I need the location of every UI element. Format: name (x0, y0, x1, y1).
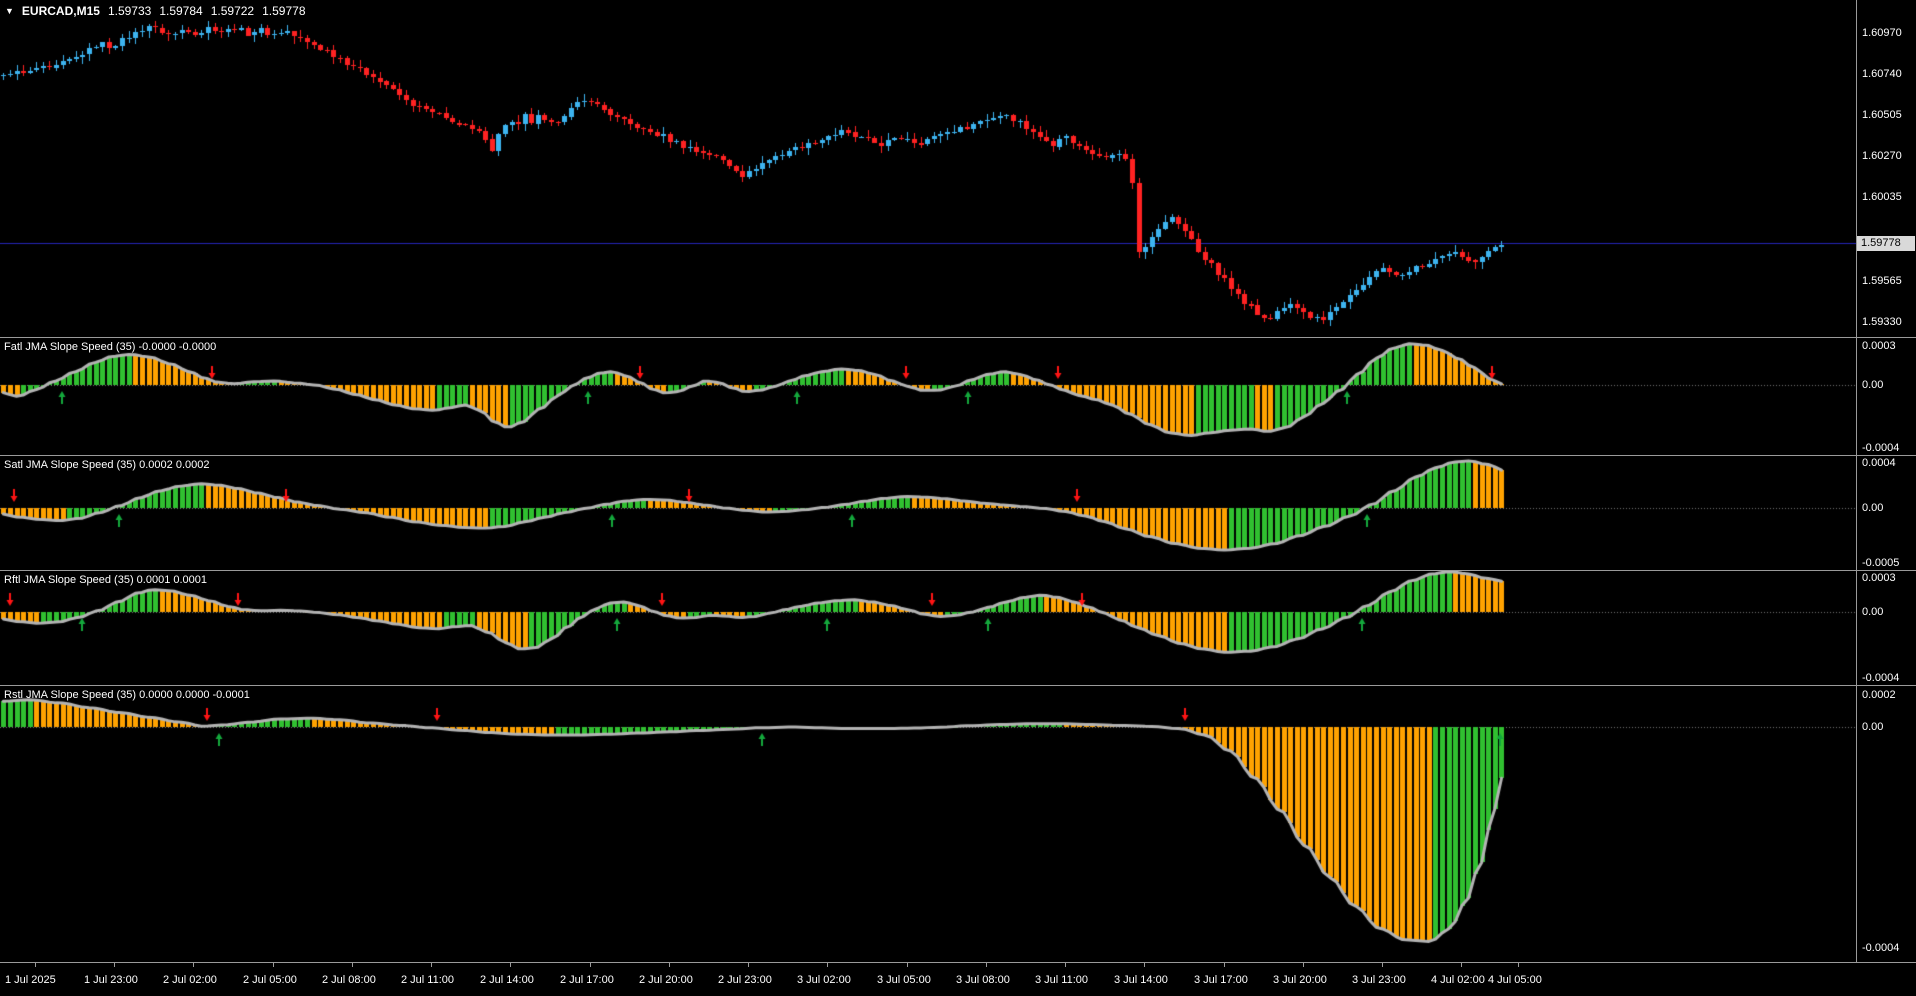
indicator-axis-label: -0.0005 (1862, 557, 1900, 569)
time-axis-label: 3 Jul 05:00 (877, 974, 931, 986)
time-axis-label: 3 Jul 08:00 (956, 974, 1010, 986)
price-axis-label: 1.60270 (1862, 150, 1902, 162)
time-axis-label: 3 Jul 17:00 (1194, 974, 1248, 986)
indicator-axis-label: -0.0004 (1862, 672, 1900, 684)
indicator-pane-fatl-canvas[interactable] (0, 338, 1856, 454)
price-axis[interactable]: 1.59778 1.60970 1.60740 1.60505 1.60270 1.60… (1857, 0, 1916, 962)
indicator-pane-rstl-canvas[interactable] (0, 686, 1856, 961)
time-axis-tick (510, 963, 511, 967)
main-chart-canvas[interactable] (0, 0, 1856, 337)
time-axis-tick (431, 963, 432, 967)
time-axis-tick (986, 963, 987, 967)
time-axis-tick (1382, 963, 1383, 967)
time-axis[interactable]: 1 Jul 2025 1 Jul 23:00 2 Jul 02:00 2 Jul 05… (0, 963, 1916, 996)
axis-border (1856, 0, 1857, 962)
symbol-dropdown-icon[interactable]: ▼ (5, 6, 14, 16)
time-axis-label: 3 Jul 14:00 (1114, 974, 1168, 986)
time-axis-label: 1 Jul 23:00 (84, 974, 138, 986)
time-axis-tick (590, 963, 591, 967)
indicator-axis-label: 0.00 (1862, 502, 1884, 514)
time-axis-label: 2 Jul 14:00 (480, 974, 534, 986)
indicator-axis-label: 0.0004 (1862, 457, 1896, 469)
time-axis-label: 4 Jul 02:00 (1431, 974, 1485, 986)
time-axis-label: 2 Jul 17:00 (560, 974, 614, 986)
price-axis-label: 1.59330 (1862, 316, 1902, 328)
time-axis-label: 3 Jul 11:00 (1035, 974, 1089, 986)
pane-separator[interactable] (0, 685, 1916, 686)
indicator-label-rstl: Rstl JMA Slope Speed (35) 0.0000 0.0000 … (4, 689, 250, 701)
time-axis-label: 2 Jul 23:00 (718, 974, 772, 986)
indicator-axis-label: 0.00 (1862, 379, 1884, 391)
time-axis-tick (352, 963, 353, 967)
indicator-axis-label: -0.0004 (1862, 442, 1900, 454)
time-axis-tick (907, 963, 908, 967)
time-axis-tick (35, 963, 36, 967)
time-axis-label: 1 Jul 2025 (5, 974, 56, 986)
indicator-label-rftl: Rftl JMA Slope Speed (35) 0.0001 0.0001 (4, 574, 208, 586)
time-axis-tick (1065, 963, 1066, 967)
time-axis-tick (193, 963, 194, 967)
price-axis-label: 1.60035 (1862, 191, 1902, 203)
time-axis-label: 2 Jul 08:00 (322, 974, 376, 986)
time-axis-tick (273, 963, 274, 967)
indicator-label-fatl: Fatl JMA Slope Speed (35) -0.0000 -0.000… (4, 341, 217, 353)
bid-price-tag: 1.59778 (1857, 236, 1915, 251)
ohlc-open: 1.59733 (107, 4, 152, 18)
time-axis-tick (669, 963, 670, 967)
time-axis-label: 3 Jul 02:00 (797, 974, 851, 986)
indicator-pane-rftl-canvas[interactable] (0, 571, 1856, 684)
pane-separator[interactable] (0, 570, 1916, 571)
price-axis-label: 1.60505 (1862, 109, 1902, 121)
time-axis-tick (748, 963, 749, 967)
indicator-pane-satl-canvas[interactable] (0, 456, 1856, 569)
indicator-axis-label: 0.0003 (1862, 340, 1896, 352)
symbol-label: EURCAD,M15 (21, 4, 100, 18)
price-axis-label: 1.60970 (1862, 27, 1902, 39)
time-axis-tick (114, 963, 115, 967)
time-axis-tick (1224, 963, 1225, 967)
indicator-axis-label: -0.0004 (1862, 942, 1900, 954)
ohlc-close: 1.59778 (262, 4, 306, 18)
indicator-axis-label: 0.00 (1862, 606, 1884, 618)
time-axis-label: 2 Jul 20:00 (639, 974, 693, 986)
time-axis-tick (1144, 963, 1145, 967)
time-axis-label: 3 Jul 20:00 (1273, 974, 1327, 986)
indicator-axis-label: 0.00 (1862, 721, 1884, 733)
time-axis-label: 2 Jul 02:00 (163, 974, 217, 986)
indicator-label-satl: Satl JMA Slope Speed (35) 0.0002 0.0002 (4, 459, 210, 471)
price-axis-label: 1.59565 (1862, 275, 1902, 287)
time-axis-tick (1518, 963, 1519, 967)
indicator-axis-label: 0.0003 (1862, 572, 1896, 584)
chart-header: ▼ EURCAD,M15 1.59733 1.59784 1.59722 1.5… (5, 4, 306, 18)
time-axis-label: 2 Jul 11:00 (401, 974, 455, 986)
price-axis-label: 1.60740 (1862, 68, 1902, 80)
pane-separator[interactable] (0, 962, 1916, 963)
time-axis-tick (1461, 963, 1462, 967)
pane-separator[interactable] (0, 337, 1916, 338)
ohlc-low: 1.59722 (210, 4, 255, 18)
time-axis-label: 3 Jul 23:00 (1352, 974, 1406, 986)
time-axis-tick (1303, 963, 1304, 967)
time-axis-label: 2 Jul 05:00 (243, 974, 297, 986)
time-axis-tick (827, 963, 828, 967)
indicator-axis-label: 0.0002 (1862, 689, 1896, 701)
time-axis-label: 4 Jul 05:00 (1488, 974, 1542, 986)
ohlc-high: 1.59784 (159, 4, 203, 18)
pane-separator[interactable] (0, 455, 1916, 456)
